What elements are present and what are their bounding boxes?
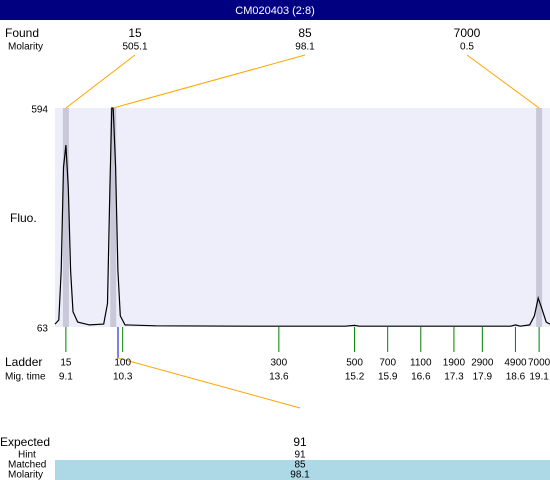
ladder-migtime: 15.9 [378,372,398,383]
y-tick-label: 594 [31,105,48,116]
plot-area [55,108,550,327]
ladder-size: 2900 [471,358,494,369]
ladder-size: 700 [379,358,396,369]
matched-band [55,460,550,480]
migtime-label: Mig. time [5,372,46,383]
expected-row-value: 85 [294,460,306,471]
ladder-size: 300 [270,358,287,369]
ladder-migtime: 9.1 [59,372,73,383]
expected-row-value: 91 [293,435,307,449]
ladder-migtime: 17.9 [473,372,493,383]
expected-row-value: 91 [294,450,306,461]
ladder-size: 4900 [504,358,527,369]
molarity-label: Molarity [8,42,43,53]
found-label: Found [5,26,39,40]
ladder-migtime: 15.2 [345,372,365,383]
trace [54,107,550,327]
ladder-size: 7000 [528,358,550,369]
ladder-migtime: 17.3 [444,372,464,383]
found-size: 15 [128,26,142,40]
ladder-migtime: 18.6 [506,372,526,383]
ladder-label: Ladder [5,355,42,369]
title-bar [0,0,550,20]
expected-row-value: 98.1 [290,470,310,480]
ladder-migtime: 19.1 [529,372,549,383]
found-molarity: 98.1 [295,42,315,53]
peak-band [62,108,69,327]
ladder-size: 15 [60,358,72,369]
expected-connector [117,357,301,409]
ladder-migtime: 13.6 [269,372,289,383]
ladder-size: 1900 [443,358,466,369]
found-size: 7000 [454,26,481,40]
found-connector [113,54,306,109]
ladder-size: 100 [114,358,131,369]
peak-band [536,108,543,327]
y-tick-label: 63 [37,324,49,335]
ladder-migtime: 10.3 [113,372,133,383]
peak-band [110,108,117,327]
expected-row-label: Molarity [8,470,43,480]
found-connector [466,54,540,109]
ladder-migtime: 16.6 [411,372,431,383]
ladder-size: 500 [346,358,363,369]
ladder-size: 1100 [410,358,432,369]
found-molarity: 0.5 [460,42,474,53]
title: CM020403 (2:8) [235,5,315,17]
found-size: 85 [298,26,312,40]
expected-row-label: Matched [8,460,46,471]
expected-row-label: Expected [0,435,50,449]
y-label: Fluo. [10,211,37,225]
expected-row-label: Hint [18,450,36,461]
found-molarity: 505.1 [122,42,147,53]
found-connector [65,54,136,109]
